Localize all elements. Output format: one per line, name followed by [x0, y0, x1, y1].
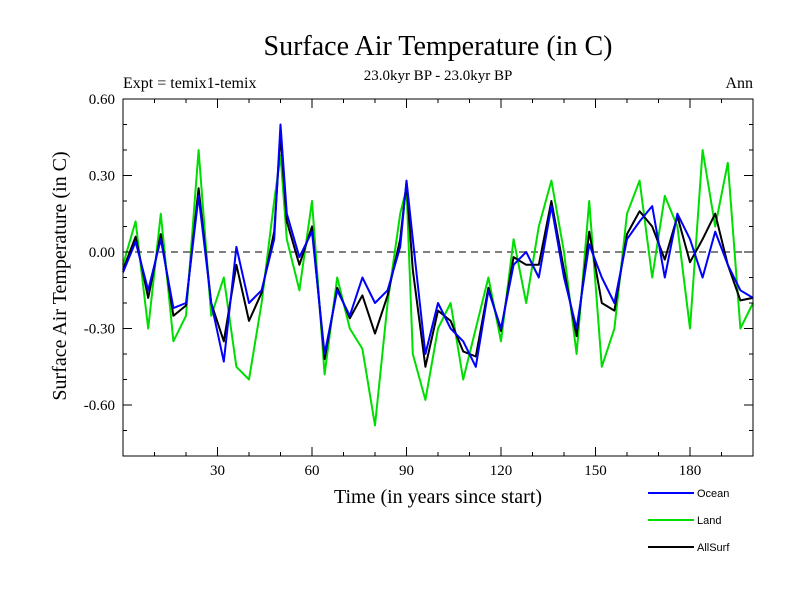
legend-label-land: Land: [697, 515, 721, 527]
ticks-group: 0.60 0.30 0.00 -0.30 -0.60 30 60 90 120 150 180: [84, 92, 753, 479]
legend: Ocean Land AllSurf: [648, 488, 730, 554]
x-tick-label: 60: [305, 463, 320, 479]
x-tick-label: 90: [399, 463, 414, 479]
y-tick-label: -0.60: [84, 398, 115, 414]
series-group: [122, 123, 754, 427]
legend-label-ocean: Ocean: [697, 488, 729, 500]
y-axis-label: Surface Air Temperature (in C): [49, 151, 71, 400]
series-line-ocean: [122, 123, 754, 368]
legend-label-allsurf: AllSurf: [697, 542, 730, 554]
y-tick-label: 0.00: [89, 245, 115, 261]
y-tick-label: 0.60: [89, 92, 115, 108]
y-tick-label: -0.30: [84, 322, 115, 338]
x-tick-label: 180: [679, 463, 702, 479]
x-tick-label: 150: [584, 463, 607, 479]
x-tick-label: 30: [210, 463, 225, 479]
plot-frame: [122, 98, 754, 457]
x-axis-label: Time (in years since start): [334, 486, 542, 508]
chart-subtitle: 23.0kyr BP - 23.0kyr BP: [364, 68, 513, 84]
x-tick-label: 120: [490, 463, 513, 479]
series-line-land: [122, 149, 754, 427]
season-annotation: Ann: [725, 75, 753, 92]
y-tick-label: 0.30: [89, 169, 115, 185]
chart-title: Surface Air Temperature (in C): [264, 31, 613, 62]
experiment-annotation: Expt = temix1-temix: [123, 75, 256, 92]
